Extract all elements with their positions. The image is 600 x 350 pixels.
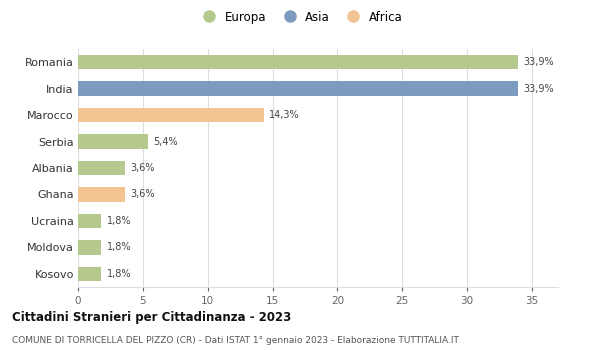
- Text: 33,9%: 33,9%: [523, 57, 554, 67]
- Bar: [78, 108, 263, 122]
- Bar: [78, 161, 125, 175]
- Bar: [78, 214, 101, 228]
- Text: 3,6%: 3,6%: [130, 163, 154, 173]
- Bar: [78, 134, 148, 149]
- Text: 1,8%: 1,8%: [107, 216, 131, 226]
- Bar: [78, 187, 125, 202]
- Text: 3,6%: 3,6%: [130, 189, 154, 200]
- Bar: [78, 266, 101, 281]
- Text: 1,8%: 1,8%: [107, 242, 131, 252]
- Text: 5,4%: 5,4%: [153, 136, 178, 147]
- Bar: [78, 240, 101, 254]
- Bar: [78, 82, 518, 96]
- Text: 1,8%: 1,8%: [107, 269, 131, 279]
- Text: Cittadini Stranieri per Cittadinanza - 2023: Cittadini Stranieri per Cittadinanza - 2…: [12, 312, 291, 324]
- Text: 33,9%: 33,9%: [523, 84, 554, 94]
- Text: COMUNE DI TORRICELLA DEL PIZZO (CR) - Dati ISTAT 1° gennaio 2023 - Elaborazione : COMUNE DI TORRICELLA DEL PIZZO (CR) - Da…: [12, 336, 459, 345]
- Bar: [78, 55, 518, 70]
- Text: 14,3%: 14,3%: [269, 110, 299, 120]
- Legend: Europa, Asia, Africa: Europa, Asia, Africa: [193, 6, 407, 28]
